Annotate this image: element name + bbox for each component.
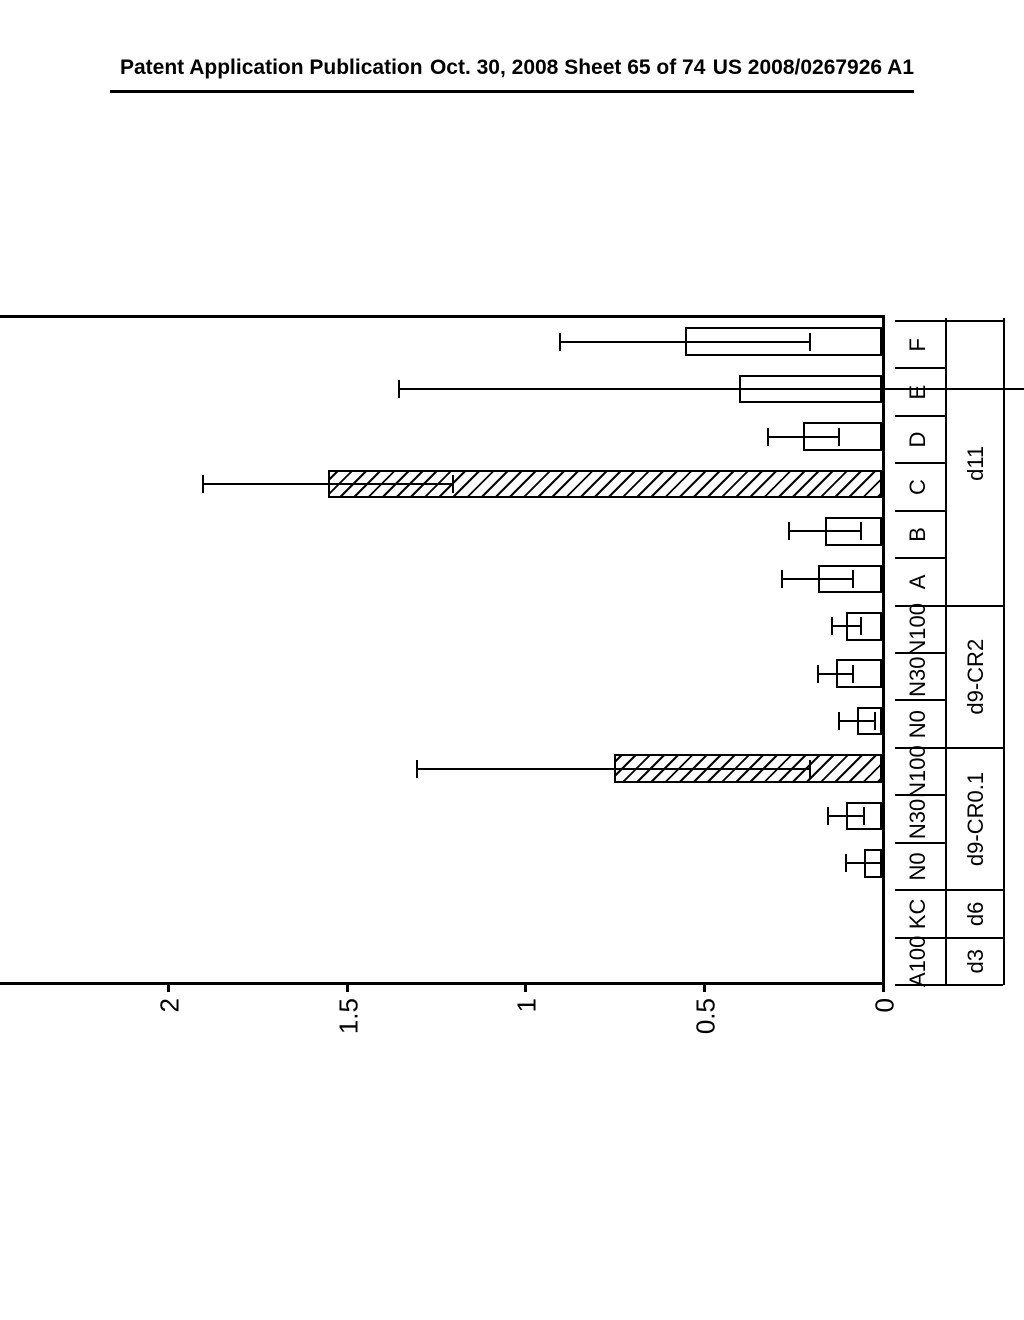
error-cap — [838, 712, 840, 730]
header-right: US 2008/0267926 A1 — [713, 56, 914, 80]
x-label: B — [905, 527, 931, 542]
error-cap — [845, 854, 847, 872]
ytick-mark — [703, 982, 706, 992]
page: Patent Application Publication Oct. 30, … — [0, 0, 1024, 1320]
x-group-sep — [945, 937, 1003, 939]
error-cap — [852, 665, 854, 683]
x-group-sep — [945, 889, 1003, 891]
error-cap — [817, 665, 819, 683]
header-rule — [110, 90, 914, 93]
ytick-mark — [882, 982, 885, 992]
x-label: N30 — [905, 799, 931, 839]
error-cap — [788, 522, 790, 540]
x-group-sep — [945, 320, 1003, 322]
ytick-label: 0.5 — [691, 998, 722, 1034]
x-group-label: d11 — [963, 446, 989, 481]
x-sep — [895, 794, 945, 796]
x-sep — [895, 320, 945, 322]
error-bar — [828, 815, 864, 817]
x-label: A — [905, 575, 931, 590]
error-cap — [852, 570, 854, 588]
x-label: KC — [905, 899, 931, 930]
error-bar — [768, 436, 840, 438]
ytick-label: 2 — [154, 998, 185, 1012]
error-bar — [789, 530, 861, 532]
x-sep — [895, 747, 945, 749]
x-sep — [895, 462, 945, 464]
plot-area: 00.511.522.5 — [0, 315, 885, 985]
figure: PTF1A 00.511.522.5 A100KCN0N30N100N0N30N… — [0, 315, 1024, 1055]
bars-container — [0, 318, 882, 982]
error-cap — [863, 807, 865, 825]
error-cap — [767, 428, 769, 446]
error-cap — [452, 475, 454, 493]
x-sep — [895, 652, 945, 654]
x-sep — [895, 510, 945, 512]
x-sep — [895, 842, 945, 844]
error-cap — [827, 807, 829, 825]
error-cap — [202, 475, 204, 493]
error-cap — [838, 428, 840, 446]
error-cap — [809, 760, 811, 778]
x-label: E — [905, 385, 931, 400]
x-label: C — [905, 479, 931, 495]
page-header: Patent Application Publication Oct. 30, … — [0, 56, 1024, 80]
error-cap — [559, 333, 561, 351]
x-label: N0 — [905, 852, 931, 880]
x-group-sep — [945, 747, 1003, 749]
x-label: F — [905, 338, 931, 351]
error-cap — [809, 333, 811, 351]
x-sep — [895, 605, 945, 607]
error-cap — [881, 854, 883, 872]
error-bar — [782, 578, 854, 580]
error-bar — [846, 862, 882, 864]
ytick-label: 0 — [870, 998, 901, 1012]
ytick-label: 1.5 — [333, 998, 364, 1034]
ytick-label: 1 — [512, 998, 543, 1012]
x-sep — [895, 937, 945, 939]
ytick-label: 2.5 — [0, 998, 7, 1034]
x-axis-labels-row2: d3 d6 d9-CR0.1 d9-CR2 d11 — [957, 315, 1001, 985]
ytick-mark — [524, 982, 527, 992]
ytick-mark — [346, 982, 349, 992]
x-label: D — [905, 432, 931, 448]
x-label: N30 — [905, 657, 931, 697]
error-cap — [416, 760, 418, 778]
error-bar — [203, 483, 453, 485]
header-mid: Oct. 30, 2008 Sheet 65 of 74 — [430, 56, 705, 80]
error-cap — [860, 522, 862, 540]
error-bar — [839, 720, 875, 722]
x-label: A100 — [905, 936, 931, 987]
x-row2-baseline — [1003, 318, 1005, 985]
x-sep — [895, 367, 945, 369]
error-cap — [860, 617, 862, 635]
x-group-label: d9-CR2 — [963, 639, 989, 715]
x-sep — [895, 984, 945, 986]
x-label: N100 — [905, 745, 931, 798]
x-group-label: d3 — [963, 949, 989, 973]
x-group-sep — [945, 605, 1003, 607]
x-sep — [895, 415, 945, 417]
x-label: N0 — [905, 710, 931, 738]
x-group-sep — [945, 984, 1003, 986]
error-cap — [398, 380, 400, 398]
x-row-divider — [945, 318, 947, 985]
error-cap — [781, 570, 783, 588]
ytick-mark — [167, 982, 170, 992]
x-group-label: d9-CR0.1 — [963, 772, 989, 866]
x-label: N100 — [905, 603, 931, 656]
error-cap — [831, 617, 833, 635]
error-bar — [417, 768, 810, 770]
header-left: Patent Application Publication — [120, 56, 423, 80]
error-bar — [818, 673, 854, 675]
error-bar — [832, 625, 861, 627]
x-sep — [895, 557, 945, 559]
x-group-label: d6 — [963, 902, 989, 926]
x-sep — [895, 889, 945, 891]
x-sep — [895, 699, 945, 701]
error-bar — [560, 341, 810, 343]
error-cap — [874, 712, 876, 730]
